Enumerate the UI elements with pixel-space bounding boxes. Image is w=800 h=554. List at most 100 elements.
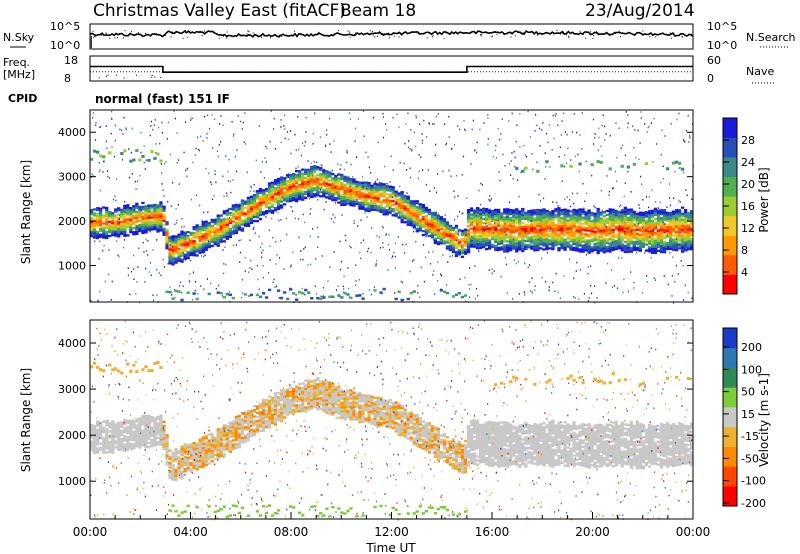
power-cell: [530, 229, 534, 232]
power-noise: [530, 220, 532, 222]
power-cell: [632, 234, 637, 238]
power-cell: [150, 228, 154, 231]
power-cell: [141, 221, 145, 225]
power-cell: [659, 246, 664, 250]
power-cell: [491, 215, 495, 219]
power-cell: [602, 245, 606, 248]
power-cell: [370, 206, 374, 209]
power-cell: [518, 248, 522, 251]
power-cell: [105, 222, 109, 226]
power-cell: [180, 240, 184, 243]
power-cell: [680, 244, 685, 247]
noise-search-point: [480, 34, 482, 36]
velocity-cell: [159, 431, 163, 434]
power-cell: [454, 244, 459, 248]
velocity-cell: [135, 434, 139, 438]
power-noise: [633, 281, 635, 284]
power-cell: [114, 234, 118, 237]
power-cell: [509, 232, 513, 236]
velocity-cell: [147, 437, 151, 440]
velocity-noise: [94, 514, 96, 516]
power-noise: [177, 159, 180, 161]
power-noise: [181, 217, 183, 220]
power-cell: [638, 243, 643, 246]
power-cell: [608, 236, 612, 239]
power-noise: [487, 143, 489, 146]
power-cell: [210, 224, 214, 228]
power-noise: [550, 228, 552, 230]
power-cell: [385, 199, 389, 202]
noise-search-point: [494, 31, 496, 32]
power-noise: [249, 190, 251, 193]
power-noise: [279, 167, 281, 170]
power-noise: [172, 245, 174, 248]
power-cell: [159, 207, 163, 210]
power-colorbar-segment: [723, 176, 737, 197]
power-colorbar-segment: [723, 274, 737, 295]
power-cell: [647, 232, 652, 235]
power-upper-echo: [560, 164, 564, 168]
power-noise: [631, 230, 633, 232]
power-cell: [400, 193, 404, 196]
velocity-noise: [98, 345, 100, 347]
power-cell: [684, 239, 688, 242]
power-cell: [632, 218, 637, 222]
power-ground-scatter: [394, 297, 398, 301]
power-cell: [316, 184, 320, 187]
velocity-cell: [135, 420, 139, 423]
power-cell: [475, 247, 480, 250]
power-cell: [168, 238, 172, 241]
power-cell: [267, 186, 272, 189]
power-noise: [143, 251, 145, 253]
power-noise: [90, 299, 92, 302]
power-noise: [635, 156, 637, 159]
power-cell: [524, 223, 528, 226]
power-cell: [195, 228, 199, 231]
power-noise: [294, 133, 296, 136]
power-cell: [690, 226, 694, 229]
velocity-cell: [150, 418, 154, 421]
power-cell: [436, 214, 441, 218]
power-cell: [376, 209, 380, 212]
power-noise: [682, 171, 685, 174]
power-cell: [346, 200, 350, 203]
power-cell: [261, 191, 266, 194]
power-noise: [600, 189, 602, 192]
power-cell: [192, 240, 196, 243]
power-cell: [430, 232, 435, 235]
power-cell: [560, 219, 564, 222]
velocity-cell: [138, 429, 142, 433]
power-cell: [216, 242, 220, 245]
noise-search-point: [114, 37, 116, 39]
power-cell: [406, 209, 410, 212]
velocity-noise: [133, 513, 135, 515]
power-cell: [433, 223, 438, 226]
power-cell: [647, 220, 652, 223]
power-cell: [578, 232, 582, 235]
power-cell: [249, 217, 254, 220]
power-cell: [463, 232, 468, 235]
power-cell: [448, 234, 453, 238]
power-noise: [476, 141, 478, 144]
power-cell: [156, 228, 160, 231]
power-noise: [633, 287, 635, 289]
power-cell: [481, 229, 486, 233]
noise-search-point: [199, 30, 201, 32]
power-cell: [289, 173, 293, 177]
power-colorbar-segment: [723, 157, 737, 177]
power-cell: [521, 235, 525, 239]
power-cell: [391, 190, 395, 193]
power-cell: [551, 241, 555, 245]
power-cell: [671, 234, 676, 237]
power-cell: [491, 223, 495, 227]
power-cell: [665, 217, 670, 221]
power-cell: [500, 236, 504, 239]
power-cell: [343, 203, 347, 206]
power-cell: [647, 224, 652, 227]
power-cell: [177, 239, 181, 242]
power-cell: [289, 175, 293, 179]
power-noise: [433, 238, 435, 241]
power-cell: [635, 228, 640, 231]
power-cell: [674, 227, 679, 230]
power-cell: [515, 208, 519, 211]
